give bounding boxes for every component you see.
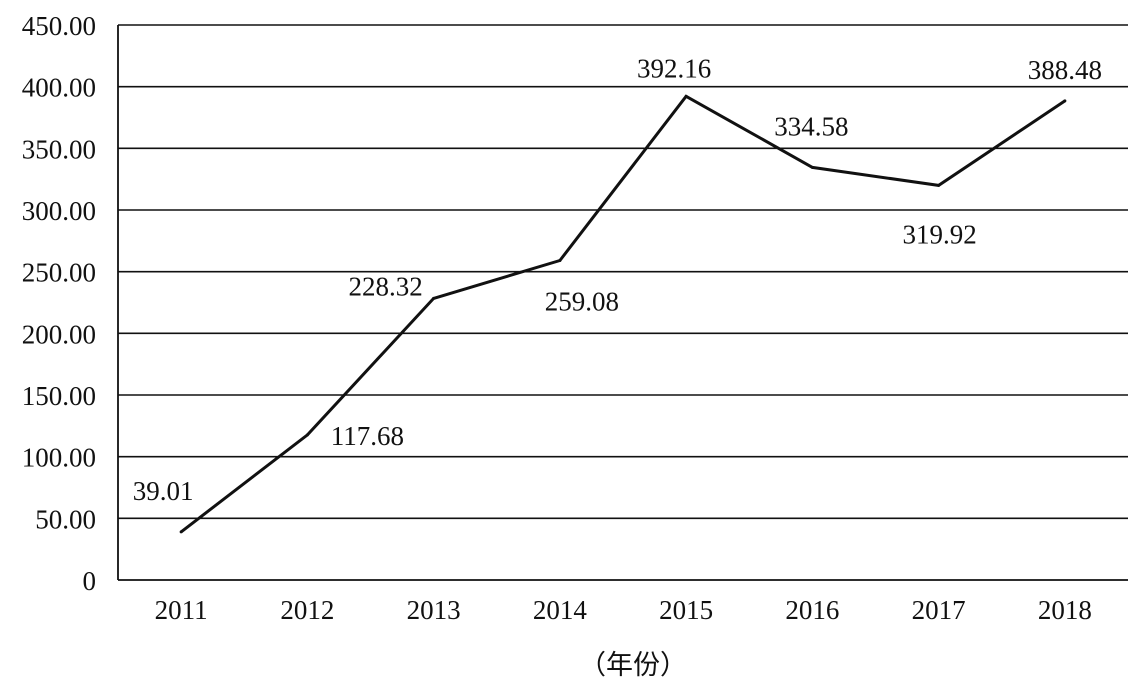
x-tick-label: 2011 bbox=[155, 595, 208, 625]
data-label: 39.01 bbox=[133, 476, 194, 506]
x-tick-label: 2013 bbox=[407, 595, 461, 625]
y-tick-label: 250.00 bbox=[22, 258, 96, 288]
y-tick-label: 200.00 bbox=[22, 319, 96, 349]
x-tick-label: 2017 bbox=[912, 595, 966, 625]
series-line bbox=[180, 94, 1066, 534]
y-tick-label: 150.00 bbox=[22, 381, 96, 411]
data-point bbox=[432, 296, 436, 300]
y-tick-label: 350.00 bbox=[22, 134, 96, 164]
x-tick-label: 2018 bbox=[1038, 595, 1092, 625]
series-group bbox=[179, 94, 1067, 534]
data-label: 319.92 bbox=[903, 219, 977, 249]
x-tick-label: 2014 bbox=[533, 595, 588, 625]
data-point bbox=[179, 530, 183, 534]
y-tick-label: 450.00 bbox=[22, 11, 96, 41]
x-tick-label: 2012 bbox=[280, 595, 334, 625]
x-tick-label: 2015 bbox=[659, 595, 713, 625]
y-tick-label: 50.00 bbox=[35, 504, 96, 534]
y-tick-label: 100.00 bbox=[22, 443, 96, 473]
data-point bbox=[558, 258, 562, 262]
data-label: 117.68 bbox=[331, 421, 404, 451]
data-label: 334.58 bbox=[774, 111, 848, 141]
data-label: 388.48 bbox=[1028, 55, 1102, 85]
data-point bbox=[305, 433, 309, 437]
axes bbox=[117, 25, 1128, 581]
x-tick-label: 2016 bbox=[785, 595, 839, 625]
y-tick-label: 300.00 bbox=[22, 196, 96, 226]
data-label: 259.08 bbox=[545, 286, 619, 316]
data-point bbox=[684, 94, 688, 98]
y-tick-labels: 0 50.00 100.00 150.00 200.00 250.00 300.00 350.… bbox=[22, 11, 96, 596]
x-tick-labels: 2011 2012 2013 2014 2015 2016 2017 2018 bbox=[155, 595, 1092, 625]
y-tick-label: 400.00 bbox=[22, 73, 96, 103]
data-point bbox=[810, 165, 814, 169]
data-labels: 39.01 117.68 228.32 259.08 392.16 334.58 319.9… bbox=[133, 53, 1102, 506]
data-point bbox=[1063, 99, 1067, 103]
data-label: 392.16 bbox=[637, 53, 711, 83]
gridlines bbox=[118, 24, 1128, 520]
y-tick-label: 0 bbox=[83, 566, 97, 596]
data-label: 228.32 bbox=[349, 271, 423, 301]
data-point bbox=[937, 183, 941, 187]
x-axis-title: （年份） bbox=[579, 650, 687, 681]
